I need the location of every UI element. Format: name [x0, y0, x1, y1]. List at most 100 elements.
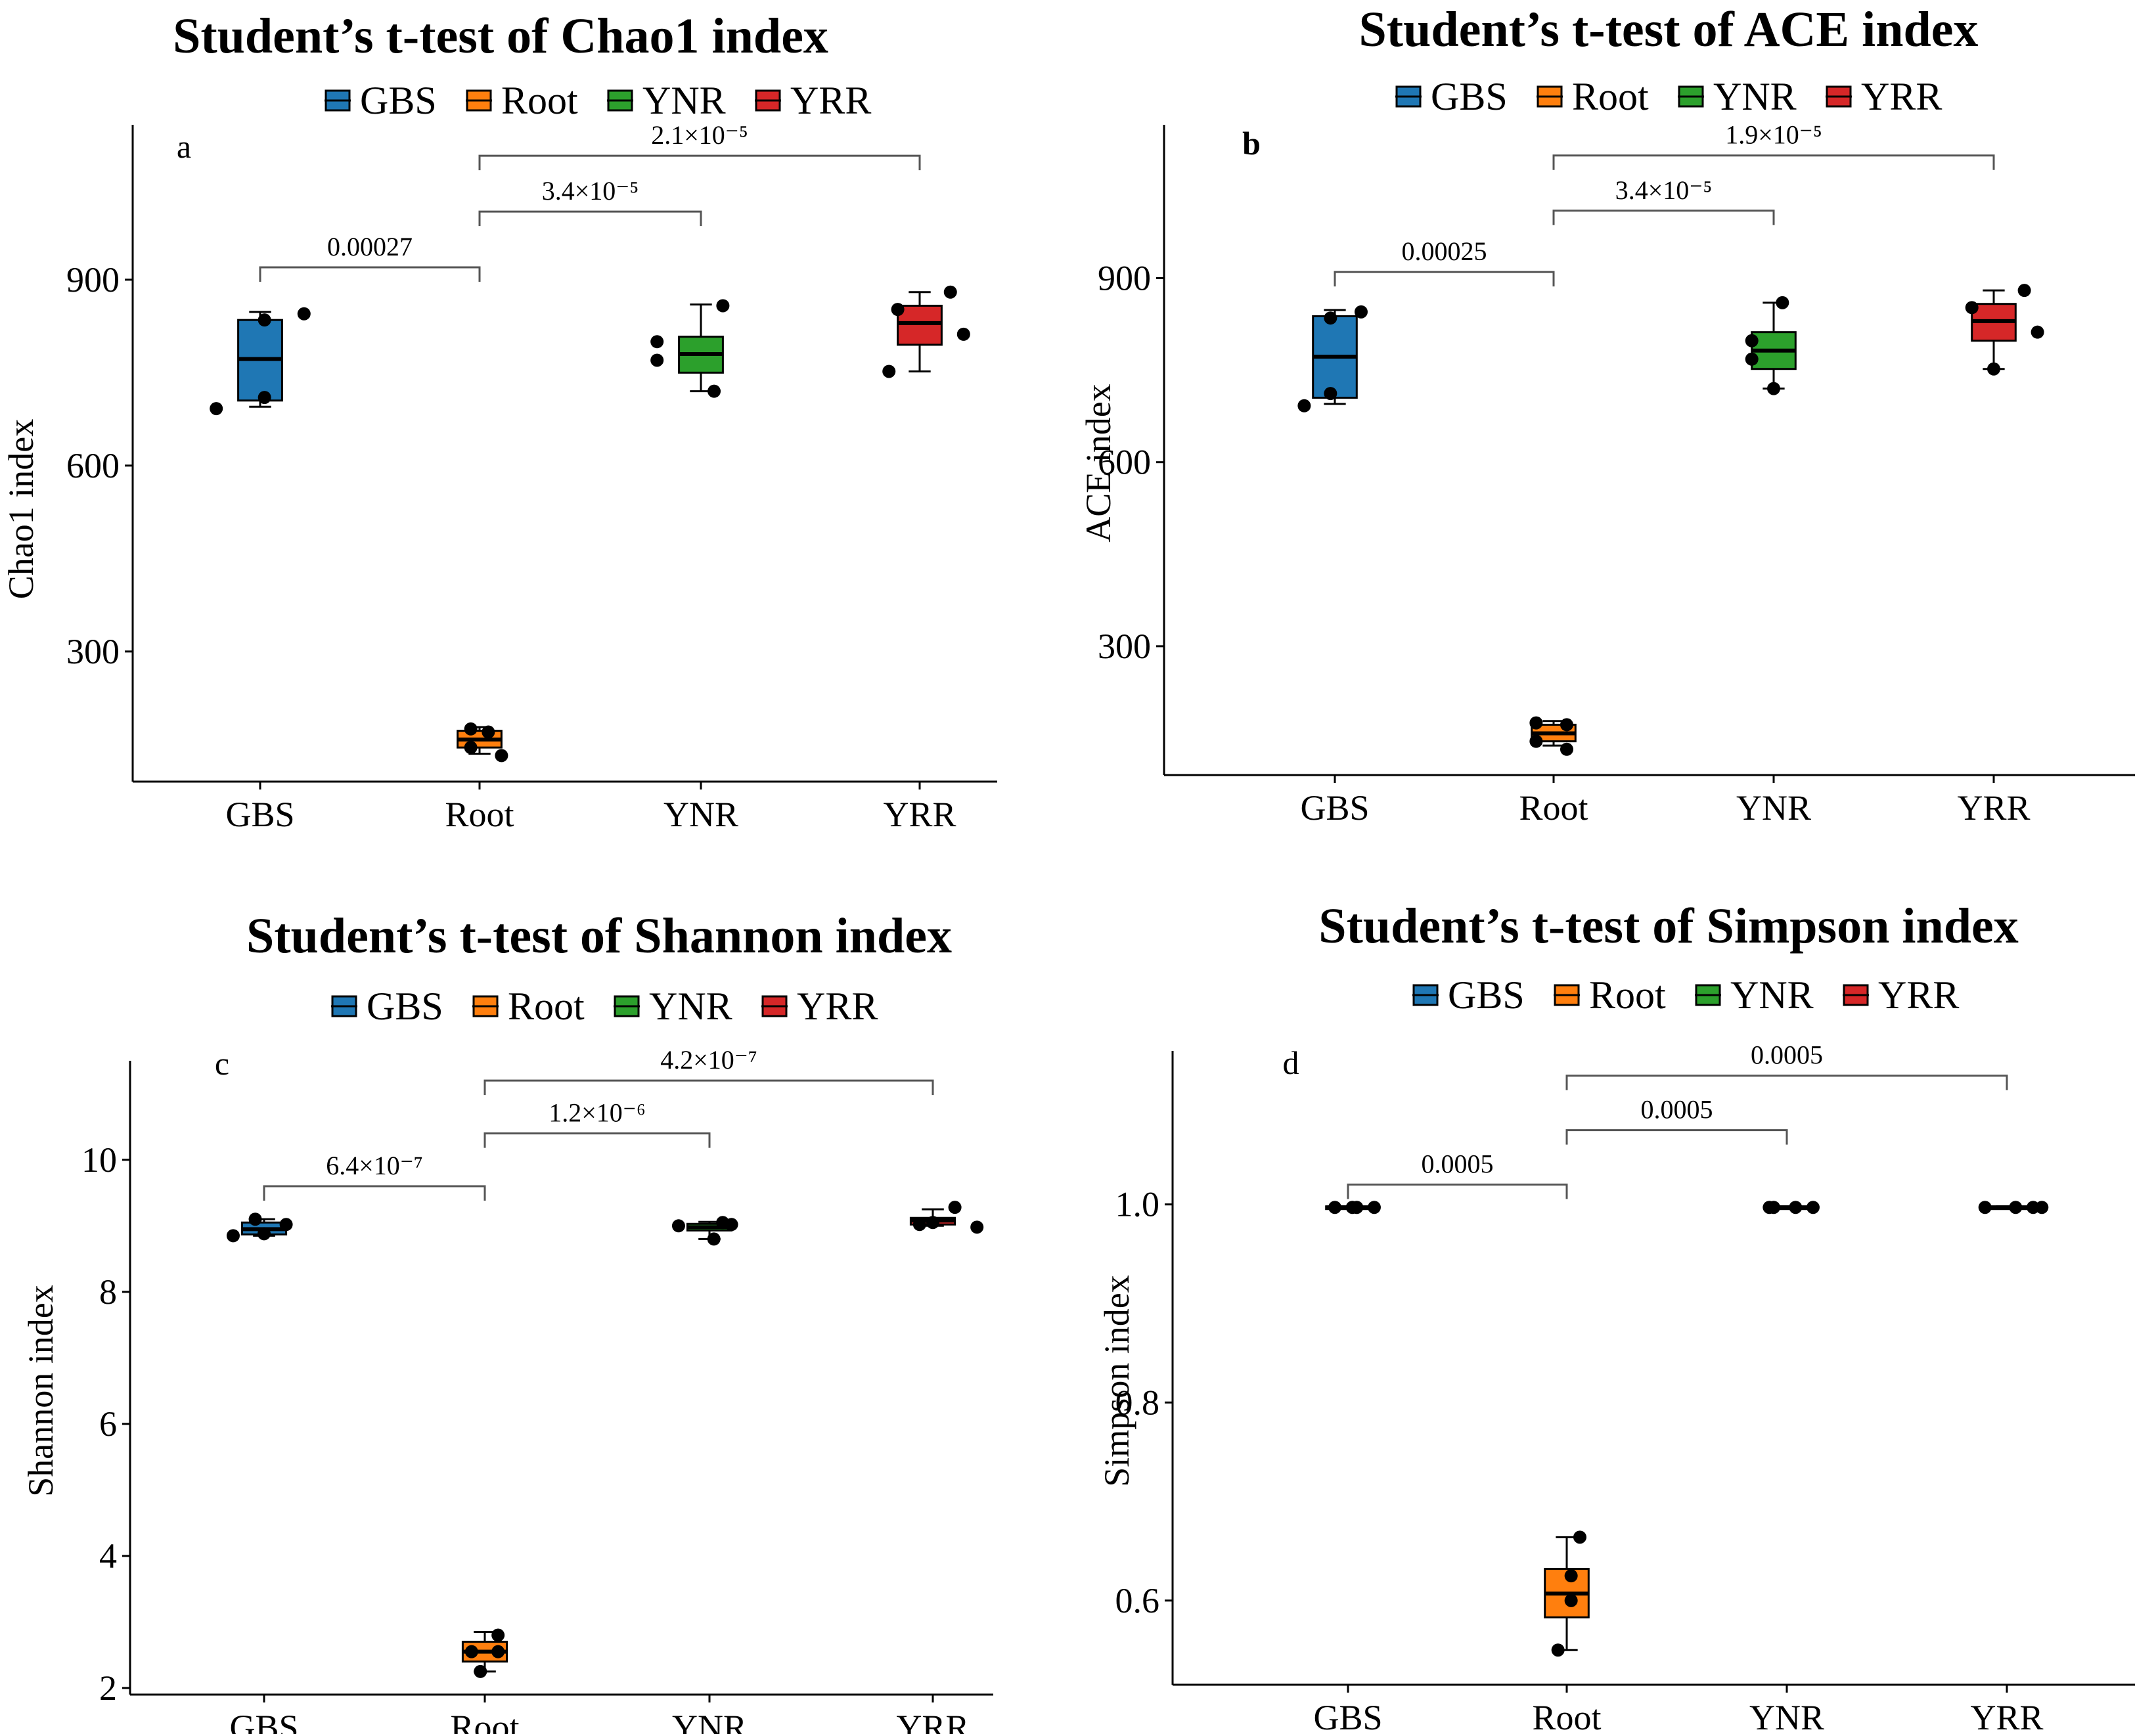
y-tick-label: 600 — [66, 446, 120, 485]
y-axis-label: Chao1 index — [1, 419, 41, 599]
p-value-label: 0.0005 — [1641, 1095, 1713, 1124]
legend-key-gbs — [1395, 85, 1422, 108]
panel-c: Student’s t-test of Shannon index GBS Root… — [21, 908, 993, 1734]
y-tick-label: 10 — [81, 1140, 117, 1180]
box-yrr — [1984, 1205, 2030, 1211]
data-point — [926, 1216, 939, 1230]
y-tick-label: 0.8 — [1115, 1383, 1160, 1422]
x-tick-label: YRR — [1957, 788, 2030, 828]
data-point — [1767, 382, 1780, 395]
bracket-line — [1565, 1075, 2008, 1090]
p-value-label: 0.00027 — [327, 232, 413, 261]
data-point — [464, 741, 478, 755]
chart-title: Student’s t-test of Chao1 index — [173, 9, 828, 64]
y-axis-label: Simpson index — [1097, 1275, 1136, 1487]
data-point — [1529, 716, 1543, 730]
bracket-line — [478, 210, 702, 227]
panel-letter: b — [1242, 125, 1261, 162]
legend-label: YNR — [1730, 973, 1814, 1017]
data-point — [226, 1229, 240, 1243]
legend: GBS Root YNR YRR — [1412, 973, 1959, 1017]
data-point — [1573, 1530, 1586, 1544]
data-point — [2035, 1201, 2049, 1214]
data-point — [210, 402, 223, 416]
data-point — [1987, 362, 2000, 376]
data-point — [948, 1201, 962, 1214]
panel-letter: c — [215, 1045, 229, 1082]
x-tick-label: YNR — [672, 1708, 747, 1734]
legend-label: Root — [1572, 75, 1649, 118]
p-value-label: 6.4×10⁻⁷ — [326, 1151, 423, 1180]
significance-bracket: 1.2×10⁻⁶ — [483, 1098, 711, 1148]
bracket-line — [1552, 210, 1775, 225]
data-point — [1965, 301, 1979, 315]
y-axis-label: ACE index — [1079, 384, 1118, 542]
data-point — [1564, 1593, 1578, 1607]
y-tick-label: 2 — [99, 1668, 117, 1708]
x-tick-label: Root — [1519, 788, 1588, 828]
box-root — [457, 726, 503, 755]
x-tick-label: Root — [450, 1708, 519, 1734]
data-point — [279, 1218, 293, 1232]
box-ynr — [678, 303, 724, 393]
data-point — [1529, 734, 1543, 748]
y-tick-label: 1.0 — [1115, 1185, 1160, 1224]
y-tick-label: 6 — [99, 1404, 117, 1444]
bracket-line — [1552, 154, 1995, 170]
legend-key-ynr — [1678, 85, 1704, 108]
legend-key-yrr — [761, 995, 788, 1017]
data-point — [716, 299, 730, 313]
data-point — [1745, 352, 1759, 366]
legend-key-ynr — [607, 89, 633, 112]
x-tick-label: Root — [445, 795, 514, 834]
legend: GBS Root YNR YRR — [1395, 75, 1942, 118]
data-point — [943, 285, 957, 299]
bracket-line — [483, 1079, 934, 1096]
data-point — [297, 307, 311, 321]
x-tick-label: GBS — [229, 1708, 298, 1734]
x-tick-label: YRR — [896, 1708, 969, 1734]
data-point — [891, 303, 905, 317]
box-gbs — [237, 311, 283, 408]
significance-bracket: 3.4×10⁻⁵ — [1552, 175, 1775, 225]
legend-key-root — [1554, 984, 1580, 1006]
data-point — [1789, 1201, 1803, 1214]
data-point — [258, 391, 271, 405]
legend-label: YRR — [797, 985, 878, 1028]
data-point — [1767, 1201, 1781, 1214]
bracket-line — [1347, 1184, 1568, 1199]
legend: GBS Root YNR YRR — [325, 79, 871, 122]
legend-key-root — [472, 995, 499, 1017]
data-point — [258, 1227, 271, 1241]
box-root — [1544, 1536, 1590, 1651]
y-axis-label: Shannon index — [21, 1285, 60, 1496]
p-value-label: 4.2×10⁻⁷ — [660, 1045, 757, 1075]
data-point — [474, 1664, 487, 1678]
legend-key-yrr — [1843, 984, 1869, 1006]
significance-bracket: 3.4×10⁻⁵ — [478, 176, 702, 227]
legend-label: GBS — [367, 985, 443, 1028]
legend-label: GBS — [360, 79, 437, 122]
legend-label: YNR — [1713, 75, 1797, 118]
y-tick-label: 300 — [66, 632, 120, 671]
panel-d: Student’s t-test of Simpson index GBS Root… — [1097, 899, 2135, 1734]
y-tick-label: 900 — [1098, 258, 1151, 298]
box-gbs — [1312, 309, 1358, 405]
legend-key-root — [466, 89, 492, 112]
chart-title: Student’s t-test of ACE index — [1359, 2, 1979, 57]
bracket-line — [1334, 271, 1555, 287]
data-point — [725, 1218, 738, 1232]
y-tick-label: 600 — [1098, 443, 1151, 482]
panel-letter: a — [177, 128, 191, 165]
significance-bracket: 0.00027 — [259, 232, 481, 282]
data-point — [1324, 387, 1337, 401]
box-yrr — [897, 291, 943, 372]
chart-title: Student’s t-test of Simpson index — [1318, 899, 2019, 954]
p-value-label: 1.9×10⁻⁵ — [1725, 120, 1822, 150]
data-point — [482, 725, 495, 739]
legend-label: YNR — [649, 985, 732, 1028]
data-point — [1367, 1201, 1381, 1214]
y-tick-label: 4 — [99, 1536, 117, 1576]
chart-title: Student’s t-test of Shannon index — [246, 908, 952, 964]
